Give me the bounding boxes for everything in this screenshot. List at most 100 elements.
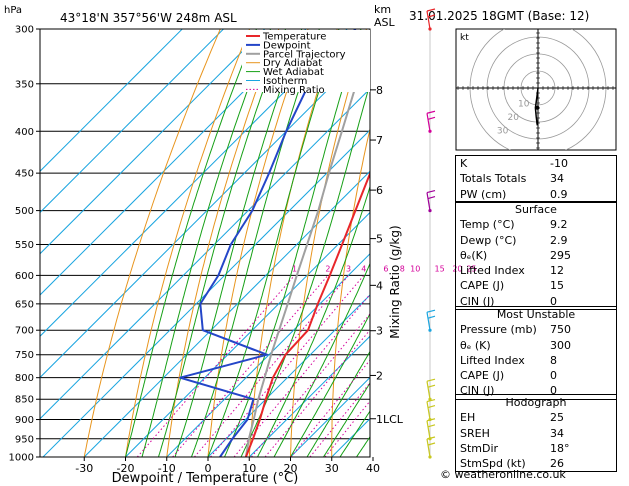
indices-row: Totals Totals 34 bbox=[456, 171, 616, 186]
hpa-unit-label: hPa bbox=[4, 5, 22, 16]
indices-table: K -10 Totals Totals 34 PW (cm) 0.9 bbox=[455, 155, 617, 203]
row-value: 0 bbox=[550, 369, 557, 383]
dry-adiabat-line bbox=[125, 29, 251, 457]
wet-adiabat-line bbox=[273, 262, 370, 457]
isotherm-line bbox=[40, 29, 183, 172]
hodograph-table-row: StmDir 18° bbox=[456, 441, 616, 456]
location-title: 43°18'N 357°56'W 248m ASL bbox=[60, 11, 237, 25]
mixing-ratio-line bbox=[251, 313, 370, 457]
temperature-tick-label: 40 bbox=[366, 462, 380, 475]
pressure-tick-label: 500 bbox=[15, 206, 34, 217]
legend-entry: Isotherm bbox=[263, 76, 307, 87]
wet-adiabat-line bbox=[339, 410, 370, 457]
row-label: StmDir bbox=[460, 441, 499, 455]
pressure-tick-label: 750 bbox=[15, 350, 34, 361]
dry-adiabat-line bbox=[207, 29, 309, 457]
legend-entry: Parcel Trajectory bbox=[263, 49, 346, 60]
hodograph-ring-label: 10 bbox=[518, 99, 530, 109]
hodograph-table-row: EH 25 bbox=[456, 410, 616, 425]
isotherm-line bbox=[40, 29, 307, 296]
row-value: 15 bbox=[550, 279, 564, 293]
isotherm-line bbox=[83, 170, 370, 457]
wind-barb-flag bbox=[427, 384, 436, 388]
most-unstable-table: Most Unstable Pressure (mb) 750 θₑ (K) 300 L… bbox=[455, 306, 617, 400]
dry-adiabat-line bbox=[166, 29, 280, 457]
surface-row: θₑ(K) 295 bbox=[456, 248, 616, 263]
isotherm-line bbox=[166, 253, 370, 457]
wet-adiabat-line bbox=[290, 312, 370, 457]
temperature-tick-label: 10 bbox=[242, 462, 256, 475]
datetime-title: 31.01.2025 18GMT (Base: 12) bbox=[409, 9, 589, 23]
wind-barb bbox=[426, 110, 436, 133]
wind-barb-flag bbox=[427, 442, 436, 446]
row-value: 26 bbox=[550, 457, 564, 471]
temperature-tick-label: -30 bbox=[75, 462, 93, 475]
row-label: Pressure (mb) bbox=[460, 323, 537, 337]
chart-lines bbox=[40, 29, 370, 457]
row-label: PW (cm) bbox=[460, 187, 507, 201]
wind-barbs bbox=[426, 8, 436, 459]
wet-adiabat-line bbox=[191, 29, 320, 457]
chart-axes bbox=[36, 28, 376, 461]
wind-barb-flag bbox=[426, 309, 436, 313]
km-tick-label: 7 bbox=[376, 134, 383, 147]
wind-barb-flag bbox=[426, 190, 436, 194]
dry-adiabat-line bbox=[83, 29, 221, 457]
row-value: 9.2 bbox=[550, 218, 568, 232]
surface-row: Lifted Index 12 bbox=[456, 263, 616, 278]
row-label: StmSpd (kt) bbox=[460, 457, 526, 471]
isotherm-line bbox=[40, 29, 348, 337]
wind-barb-dot bbox=[428, 328, 432, 332]
pressure-tick-label: 850 bbox=[15, 395, 34, 406]
wet-adiabat-line bbox=[125, 29, 257, 457]
pressure-tick-label: 300 bbox=[15, 25, 34, 36]
isotherm-line bbox=[42, 129, 370, 457]
mixing-ratio-label: 25 bbox=[466, 264, 476, 273]
km-tick-label: 3 bbox=[376, 325, 383, 338]
indices-row: PW (cm) 0.9 bbox=[456, 187, 616, 202]
temperature-tick-label: -20 bbox=[117, 462, 135, 475]
row-value: 34 bbox=[550, 426, 564, 440]
temperature-tick-label: -10 bbox=[158, 462, 176, 475]
wind-barb bbox=[426, 378, 436, 401]
mixing-ratio-label: 2 bbox=[325, 264, 330, 273]
row-label: CAPE (J) bbox=[460, 279, 505, 293]
temperature-line bbox=[244, 170, 370, 457]
row-label: θₑ (K) bbox=[460, 338, 491, 352]
mixing-ratio-label: 10 bbox=[410, 264, 420, 273]
pressure-tick-label: 450 bbox=[15, 169, 34, 180]
wind-barb-staff bbox=[426, 10, 431, 30]
hodograph-inner: 10 20 30 bbox=[456, 29, 616, 150]
most-unstable-row: θₑ (K) 300 bbox=[456, 338, 616, 353]
legend-entry: Wet Adiabat bbox=[263, 67, 324, 78]
pressure-tick-label: 400 bbox=[15, 127, 34, 138]
hodograph-title: Hodograph bbox=[505, 396, 567, 409]
row-value: 8 bbox=[550, 353, 557, 367]
wind-barb-flag bbox=[426, 398, 436, 403]
wind-barb-dot bbox=[428, 27, 432, 31]
isotherm-line bbox=[248, 335, 370, 457]
wind-barb-flag bbox=[426, 110, 436, 114]
mixing-ratio-line bbox=[290, 359, 370, 457]
wind-barb-flag bbox=[426, 378, 436, 382]
chart-text: 3003504004505005506006507007508008509009… bbox=[4, 3, 589, 486]
legend-entry: Dry Adiabat bbox=[263, 58, 322, 69]
temperature-tick-label: 0 bbox=[205, 462, 212, 475]
hodograph-table-row: SREH 34 bbox=[456, 426, 616, 441]
isotherm-line bbox=[290, 376, 370, 457]
wind-barb-flag bbox=[427, 196, 436, 200]
hodograph-unit-label: kt bbox=[460, 33, 469, 43]
most-unstable-row: Pressure (mb) 750 bbox=[456, 322, 616, 337]
asl-unit-label: ASL bbox=[374, 16, 396, 29]
row-value: -10 bbox=[550, 157, 568, 170]
wet-adiabat-line bbox=[224, 29, 362, 457]
row-value: 18° bbox=[550, 441, 570, 455]
row-label: CAPE (J) bbox=[460, 369, 505, 383]
row-value: 25 bbox=[550, 411, 564, 425]
mixing-ratio-label: 6 bbox=[383, 264, 388, 273]
wind-barb-staff bbox=[426, 113, 431, 132]
dewpoint-line bbox=[179, 29, 357, 457]
mixing-ratio-line bbox=[210, 275, 365, 457]
wind-barb bbox=[426, 8, 436, 31]
